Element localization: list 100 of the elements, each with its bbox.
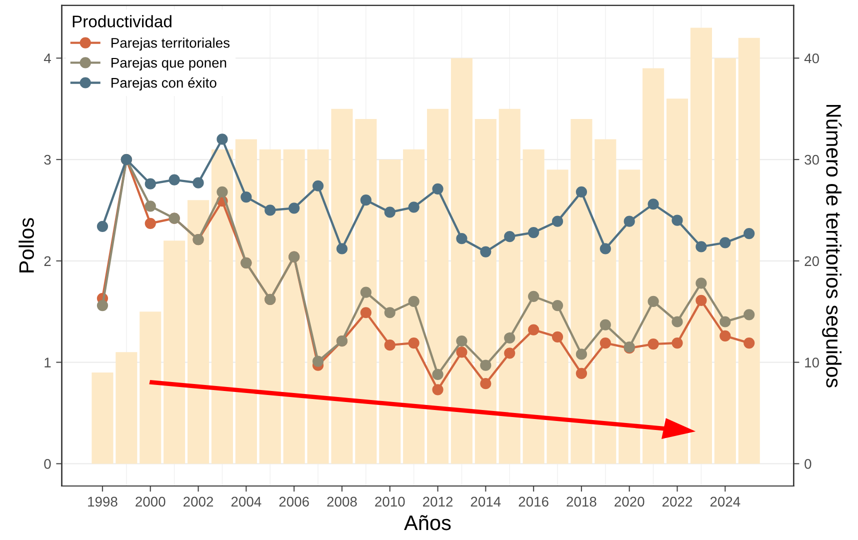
bar	[283, 149, 305, 464]
bar	[307, 149, 329, 464]
point	[672, 316, 683, 328]
point	[216, 134, 228, 145]
bar	[690, 28, 712, 464]
point	[144, 200, 156, 212]
x-tick-label: 2016	[518, 496, 548, 507]
point	[504, 332, 516, 344]
bar	[642, 68, 664, 464]
bar	[379, 160, 401, 464]
point	[384, 307, 396, 318]
point	[648, 198, 659, 210]
bar	[211, 149, 234, 464]
bar	[188, 200, 210, 464]
point	[480, 378, 492, 390]
bar	[355, 118, 377, 464]
x-tick-label: 2004	[231, 496, 262, 507]
point	[744, 228, 755, 240]
point	[216, 186, 228, 198]
legend-title: Productividad	[72, 15, 172, 28]
legend-label: Parejas con éxito	[112, 77, 216, 90]
bar	[403, 149, 425, 464]
bar	[450, 58, 472, 464]
point	[528, 290, 540, 302]
bar	[426, 108, 449, 464]
point	[408, 202, 420, 213]
point	[144, 178, 156, 190]
x-tick-label: 2006	[279, 496, 309, 507]
x-tick-label: 2002	[184, 496, 214, 507]
bar	[666, 98, 688, 464]
point	[576, 186, 588, 198]
bar	[594, 139, 616, 464]
point	[384, 206, 396, 218]
y2-tick-label: 20	[804, 256, 819, 266]
point	[672, 214, 683, 226]
point	[456, 335, 468, 347]
x-tick-label: 2008	[327, 496, 357, 507]
point	[648, 296, 659, 308]
x-tick-label: 2018	[566, 496, 596, 507]
point	[552, 216, 564, 227]
point	[360, 307, 372, 318]
point	[552, 300, 564, 312]
point	[360, 194, 372, 206]
bar	[116, 352, 138, 464]
point	[624, 216, 635, 227]
x-tick-label: 2014	[470, 496, 501, 507]
point	[432, 183, 444, 194]
bar	[498, 108, 520, 464]
point	[168, 174, 180, 186]
point	[192, 177, 204, 188]
bar	[164, 240, 186, 464]
y2-tick-label: 10	[805, 358, 819, 368]
point	[408, 337, 420, 349]
x-tick-label: 2024	[710, 496, 740, 507]
point	[528, 324, 540, 336]
point	[600, 319, 611, 330]
bar	[259, 149, 281, 464]
x-axis-title: Años	[404, 515, 451, 530]
y-axis-title: Pollos	[18, 218, 34, 272]
point	[600, 337, 611, 349]
point	[696, 241, 707, 252]
point	[144, 218, 156, 229]
point	[456, 233, 468, 244]
point	[744, 309, 755, 320]
y2-axis-title: Número de territorios seguidos	[822, 104, 842, 388]
point	[312, 356, 324, 367]
x-tick-label: 1998	[88, 496, 118, 507]
bar	[570, 118, 592, 464]
point	[696, 278, 707, 289]
y-tick-label: 4	[44, 54, 51, 64]
point	[408, 296, 420, 308]
point	[720, 316, 731, 328]
bar	[474, 118, 496, 464]
bar	[714, 58, 736, 464]
point	[600, 243, 611, 254]
point	[96, 220, 108, 232]
bar	[92, 372, 114, 464]
point	[480, 246, 492, 258]
y-tick-label: 3	[44, 154, 51, 165]
point	[264, 204, 276, 216]
legend-label: Parejas territoriales	[112, 38, 230, 51]
point	[504, 231, 516, 242]
point	[720, 237, 731, 248]
x-tick-label: 2000	[136, 496, 166, 507]
bar	[618, 170, 640, 464]
y2-tick-label: 30	[804, 154, 819, 165]
point	[576, 368, 588, 380]
point	[360, 286, 372, 298]
point	[240, 191, 252, 203]
bar	[738, 38, 760, 464]
point	[744, 337, 755, 349]
point	[576, 348, 588, 360]
x-tick-label: 2010	[375, 496, 405, 507]
point	[720, 330, 731, 342]
point	[456, 346, 468, 358]
point	[336, 243, 348, 254]
point	[672, 337, 683, 349]
bar	[140, 312, 162, 464]
point	[288, 202, 300, 214]
legend-label: Parejas que ponen	[112, 57, 226, 70]
